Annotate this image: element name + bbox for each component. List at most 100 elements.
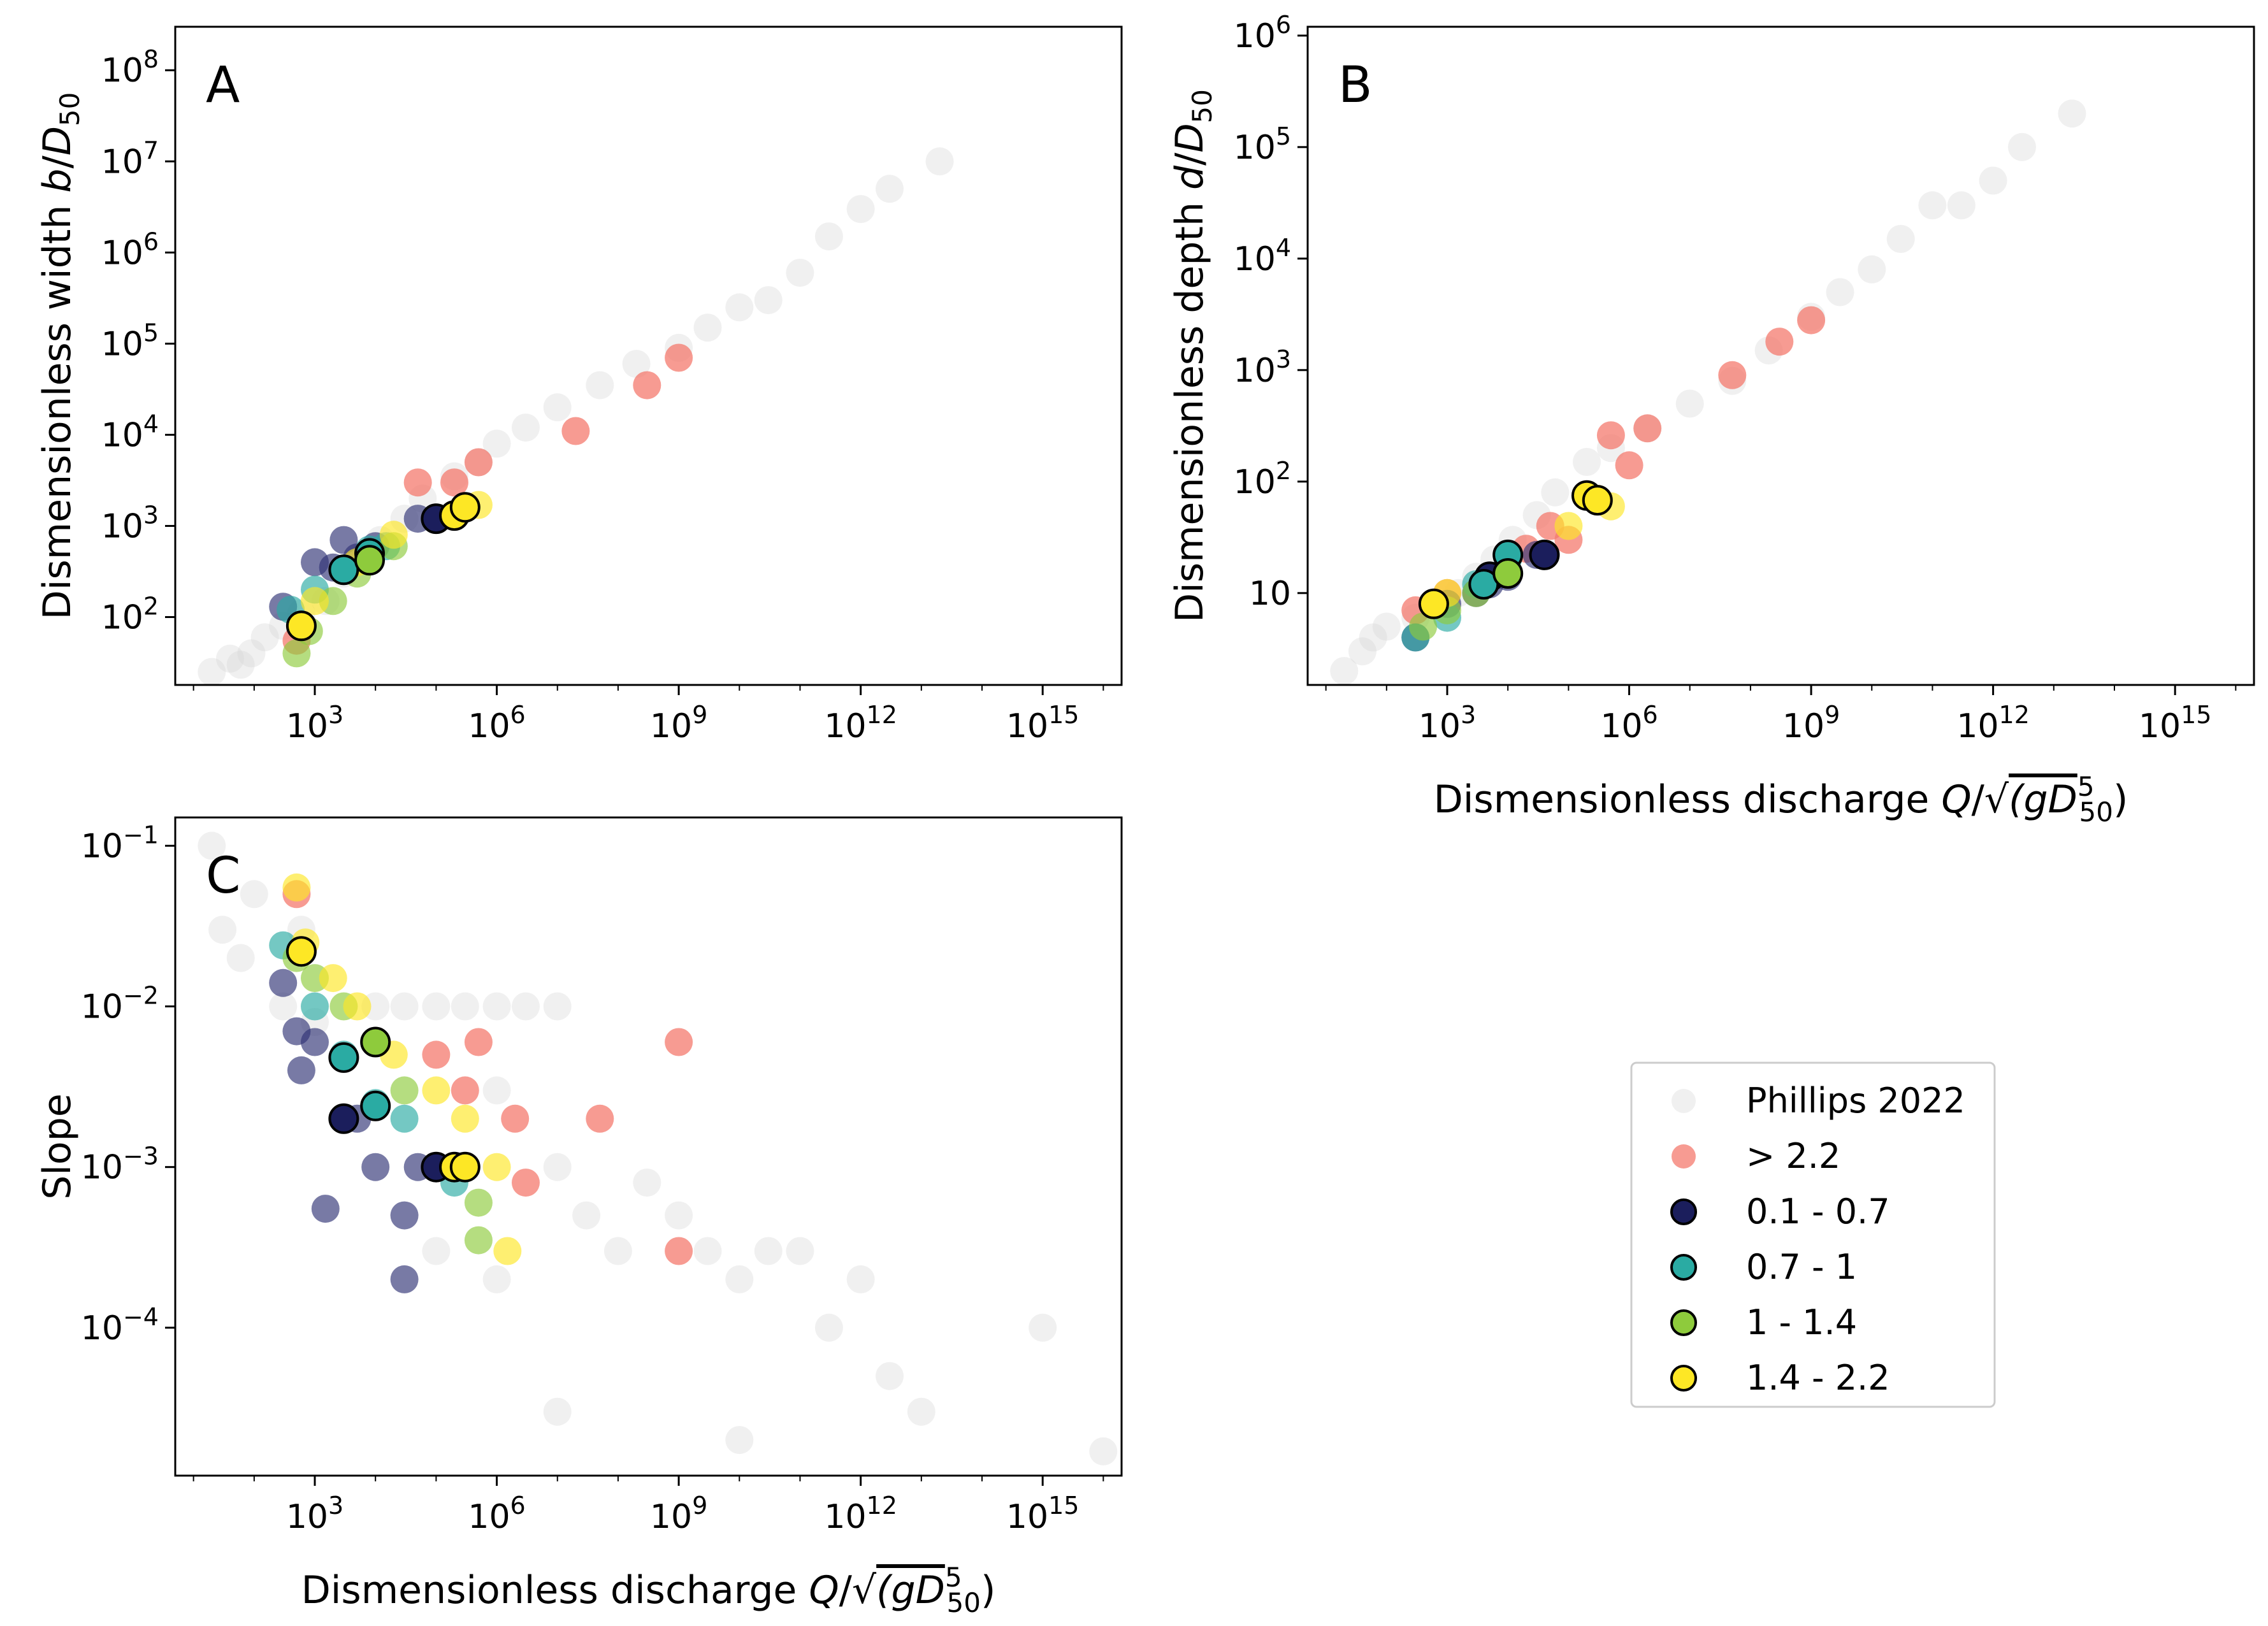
data-point: [422, 1040, 451, 1069]
x-tick-label: 109: [650, 1492, 707, 1536]
legend-label: 1 - 1.4: [1746, 1302, 1857, 1342]
data-point: [361, 1153, 390, 1181]
data-point: [482, 1076, 511, 1105]
data-point: [1633, 414, 1662, 443]
data-point: [482, 1153, 511, 1181]
data-point: [208, 916, 237, 944]
highlight-point: [285, 936, 317, 967]
plot-area: [1330, 99, 2086, 685]
data-point: [846, 1265, 875, 1293]
data-point: [1348, 637, 1376, 666]
data-point: [301, 587, 329, 615]
data-point: [301, 992, 329, 1021]
x-tick-label: 1015: [1006, 1492, 1080, 1536]
data-point: [311, 1195, 340, 1223]
data-point: [1826, 278, 1854, 306]
data-point: [422, 1076, 451, 1105]
data-point: [693, 313, 722, 342]
data-point: [379, 521, 408, 549]
data-point: [403, 468, 432, 497]
data-point: [493, 1237, 522, 1265]
y-tick-label: 106: [1234, 11, 1291, 55]
legend-marker: [1672, 1089, 1696, 1113]
x-axis-label: Dismensionless discharge Q/√(gD5 50): [301, 1562, 996, 1618]
plot-area: [198, 147, 954, 685]
plot-area: [198, 831, 1118, 1465]
data-point: [464, 1188, 493, 1217]
legend-label: Phillips 2022: [1746, 1081, 1965, 1121]
x-tick-label: 1015: [1006, 701, 1080, 745]
data-point: [1718, 361, 1747, 389]
data-point: [786, 259, 814, 287]
data-point: [240, 880, 268, 909]
highlight-point: [360, 1090, 391, 1121]
data-point: [1765, 327, 1794, 356]
data-point: [482, 429, 511, 458]
data-point: [390, 1265, 419, 1293]
data-point: [482, 1265, 511, 1293]
legend-marker: [1670, 1365, 1697, 1392]
data-point: [543, 393, 572, 422]
data-point: [693, 1237, 722, 1265]
data-point: [814, 222, 843, 251]
y-tick-label: 102: [1234, 457, 1291, 501]
data-point: [1089, 1437, 1118, 1465]
data-point: [422, 1237, 451, 1265]
data-point: [1797, 306, 1826, 335]
legend-label: 0.1 - 0.7: [1746, 1191, 1890, 1232]
data-point: [725, 1426, 754, 1455]
data-point: [543, 992, 572, 1021]
x-axis-label: Dismensionless discharge Q/√(gD5 50): [1434, 771, 2128, 828]
data-point: [343, 992, 372, 1021]
data-point: [1596, 421, 1625, 450]
axes-frame: [1306, 25, 2255, 686]
data-point: [226, 944, 255, 972]
data-point: [603, 1237, 632, 1265]
panel-C: 103 106 109 1012 1015 10−4 10−3 10−2 10−1 C Slope D…: [35, 816, 1123, 1618]
data-point: [754, 1237, 783, 1265]
y-tick-label: 103: [101, 501, 159, 545]
data-point: [2008, 133, 2036, 161]
y-tick-label: 10−3: [81, 1142, 159, 1187]
data-point: [269, 992, 298, 1021]
data-point: [269, 968, 298, 997]
data-point: [665, 1028, 693, 1056]
data-point: [572, 1201, 601, 1230]
x-tick-label: 109: [1782, 701, 1840, 745]
data-point: [1554, 512, 1583, 540]
highlight-point: [449, 492, 480, 523]
highlight-point: [1418, 588, 1449, 619]
data-point: [237, 639, 266, 668]
data-point: [390, 992, 419, 1021]
data-point: [1330, 657, 1359, 685]
data-point: [226, 651, 255, 679]
legend-label: 1.4 - 2.2: [1746, 1358, 1890, 1398]
panel-B: 103 106 109 1012 1015 10 102 103 104 105 106 B Disme…: [1167, 11, 2255, 828]
data-point: [198, 658, 226, 685]
data-point: [464, 1226, 493, 1255]
data-point: [754, 286, 783, 315]
x-tick-label: 1012: [824, 701, 897, 745]
data-point: [1918, 191, 1947, 220]
data-point: [876, 1362, 904, 1390]
data-point: [1029, 1313, 1057, 1342]
panel-A: 103 106 109 1012 1015 102 103 104 105 106 107 108 A D…: [35, 25, 1123, 745]
data-point: [390, 1076, 419, 1105]
highlight-point: [285, 610, 317, 642]
data-point: [725, 1265, 754, 1293]
data-point: [665, 1201, 693, 1230]
data-point: [622, 350, 651, 378]
data-point: [451, 1104, 479, 1133]
data-point: [543, 1397, 572, 1426]
data-point: [814, 1313, 843, 1342]
data-point: [287, 1056, 315, 1084]
data-point: [1359, 623, 1387, 652]
x-tick-label: 103: [1419, 701, 1476, 745]
legend-marker: [1670, 1254, 1697, 1281]
legend: Phillips 2022 > 2.2 0.1 - 0.7 0.7 - 1 1 - 1.…: [1630, 1061, 1996, 1408]
data-point: [846, 195, 875, 224]
highlight-point: [328, 554, 359, 586]
data-point: [1541, 478, 1570, 507]
legend-marker: [1670, 1198, 1697, 1225]
